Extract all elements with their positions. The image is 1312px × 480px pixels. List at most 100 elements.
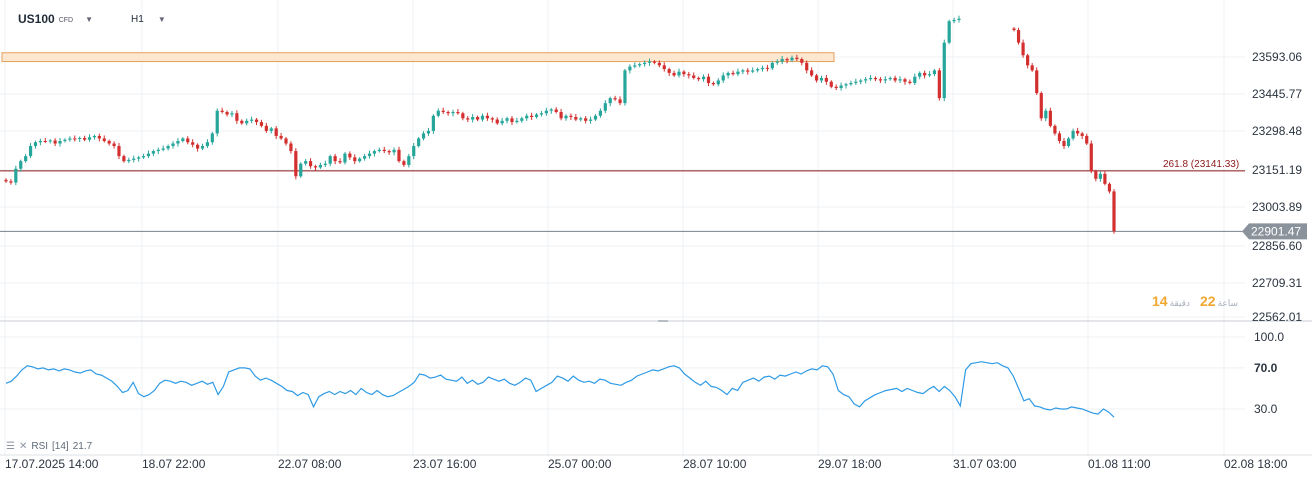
price-candle-132 [652,61,657,63]
timeframe-dropdown-icon[interactable]: ▼ [157,14,166,24]
price-candle-64 [318,164,322,168]
price-candle-167 [824,77,828,82]
price-candle-101 [500,120,504,124]
price-candle-175 [864,79,868,81]
price-candle-109 [539,113,544,115]
price2-candle-15 [1080,133,1084,136]
price-candle-124 [613,98,617,100]
price-candle-125 [618,99,622,104]
price-candle-108 [534,114,539,118]
price-candle-192 [947,21,951,43]
price-axis-label-7: 22562.01 [1252,310,1302,324]
countdown-overlay: 14 ساعة22 دقيقة [1152,293,1238,309]
price2-candle-0 [1012,28,1016,31]
price-candle-116 [574,117,578,120]
price-candle-111 [549,109,553,111]
price-candle-40 [200,146,205,149]
price-candle-100 [495,119,499,124]
price-candle-21 [107,140,111,144]
price-candle-54 [269,128,273,131]
price-candle-173 [854,81,858,83]
price-candle-184 [908,81,912,83]
price-candle-8 [43,140,47,142]
price-candle-150 [741,70,745,72]
price2-candle-10 [1057,133,1062,141]
price-candle-133 [657,62,661,66]
price-candle-181 [893,77,897,81]
price-candle-22 [112,143,116,147]
price-candle-127 [628,66,632,71]
price-candle-67 [333,156,337,162]
price-candle-72 [358,158,362,162]
price2-candle-11 [1062,140,1066,147]
countdown-hours-label: ساعة [1217,298,1239,308]
price-candle-9 [48,140,52,142]
price-candle-71 [353,157,357,162]
price-candle-65 [323,163,327,165]
price-candle-73 [363,156,367,159]
price-candle-183 [903,79,907,82]
price-candle-15 [78,137,82,139]
price2-candle-19 [1098,173,1102,179]
price-candle-30 [151,151,155,154]
price-candle-128 [633,65,637,67]
price-candle-146 [721,75,725,81]
price-candle-170 [839,85,843,89]
price-candle-165 [814,75,819,81]
price-candle-70 [348,153,352,158]
price-candle-158 [780,59,784,62]
settings-icon[interactable]: ☰ [6,441,15,452]
price-candle-98 [485,115,490,119]
symbol-dropdown-icon[interactable]: ▼ [85,14,94,24]
price2-candle-1 [1016,30,1021,43]
price-candle-61 [304,161,308,164]
price-axis-label-5: 22856.60 [1252,239,1302,253]
price-candle-18 [92,135,97,138]
price-candle-89 [441,110,445,112]
price-candle-180 [888,77,892,80]
price-candle-41 [205,142,210,147]
rsi-legend: ☰ ✕ RSI [14] 21.7 [6,441,92,452]
fib-261-label: 261.8 (23141.33) [1163,159,1239,170]
price-candle-113 [559,111,563,119]
time-axis-label-3: 23.07 16:00 [413,457,477,471]
price-candle-36 [181,138,185,141]
price-candle-186 [918,72,922,77]
rsi-period: [14] [52,441,69,452]
price-candle-7 [38,140,42,143]
price-candle-96 [475,117,480,120]
price-axis-label-4: 23003.89 [1252,200,1302,214]
price2-candle-4 [1030,65,1034,71]
price-candle-117 [579,118,583,120]
price-candle-134 [662,65,666,70]
current-price-label: 22901.47 [1251,224,1301,238]
price-candle-63 [313,166,318,168]
price-candle-17 [87,137,92,140]
price-candle-5 [28,146,33,157]
price-candle-3 [19,161,23,169]
price-candle-12 [63,139,67,141]
close-icon[interactable]: ✕ [18,441,28,452]
price-candle-1 [9,181,13,183]
price-candle-74 [367,153,372,157]
price-candle-84 [417,138,421,147]
price2-candle-22 [1112,191,1116,232]
price-candle-23 [117,146,121,157]
price-candle-102 [505,118,509,121]
price-candle-69 [343,153,347,163]
price-candle-32 [161,148,165,150]
price-candle-137 [677,71,681,76]
time-axis-label-8: 01.08 11:00 [1088,457,1151,471]
price-candle-75 [372,151,377,154]
pane-resize-handle[interactable] [658,320,668,322]
countdown-minutes: 22 [1199,293,1216,309]
price-candle-160 [790,57,794,61]
symbol-name[interactable]: US100 [18,12,55,26]
price-candle-82 [407,156,411,165]
price-candle-122 [603,103,607,111]
timeframe-selector[interactable]: H1 [131,13,144,25]
price-axis-label-1: 23445.77 [1252,87,1302,101]
price-candle-166 [819,77,824,81]
price-candle-49 [245,120,249,124]
